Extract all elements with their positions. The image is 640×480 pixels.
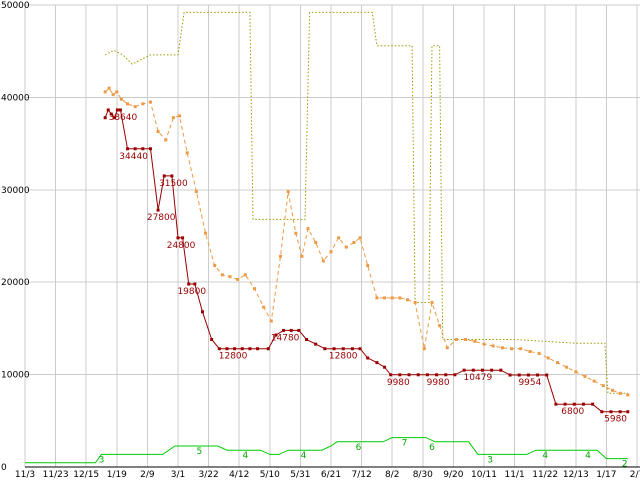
y-tick-label: 0 <box>1 463 7 473</box>
store-count-label: 6 <box>429 443 435 453</box>
price-label: 38640 <box>109 113 138 123</box>
x-tick-label: 11/23 <box>43 470 69 480</box>
price-label: 6800 <box>561 407 584 417</box>
price-label: 24800 <box>167 241 196 251</box>
y-tick-label: 50000 <box>1 1 30 11</box>
x-tick-label: 5/31 <box>290 470 310 480</box>
price-label: 27800 <box>147 213 176 223</box>
x-tick-label: 3/22 <box>198 470 218 480</box>
price-label: 12800 <box>219 352 248 362</box>
x-tick-label: 11/3 <box>15 470 35 480</box>
price-label: 19800 <box>177 287 206 297</box>
price-label: 9980 <box>427 378 450 388</box>
x-tick-label: 5/10 <box>260 470 280 480</box>
x-tick-label: 10/11 <box>471 470 497 480</box>
price-label: 5980 <box>604 415 627 425</box>
store-count-labels: 3 5 4 4 6 7 6 3 4 4 2 <box>99 439 628 470</box>
price-label: 9954 <box>518 378 541 388</box>
x-tick-label: 4/12 <box>229 470 249 480</box>
store-count-label: 3 <box>487 455 493 465</box>
price-label: 34440 <box>119 152 148 162</box>
store-count-label: 6 <box>356 443 362 453</box>
x-tick-label: 11/22 <box>532 470 558 480</box>
price-label: 31500 <box>159 179 188 189</box>
store-count-label: 4 <box>301 451 307 461</box>
store-count-label: 4 <box>242 451 248 461</box>
price-labels: 38640 34440 27800 31500 24800 19800 12800 14780… <box>109 113 628 425</box>
x-tick-label: 1/19 <box>107 470 127 480</box>
y-tick-label: 40000 <box>1 93 30 103</box>
x-tick-label: 12/13 <box>563 470 589 480</box>
x-tick-label: 1/17 <box>596 470 616 480</box>
x-tick-label: 6/21 <box>321 470 341 480</box>
store-count-label: 4 <box>542 451 548 461</box>
x-axis-labels: 11/3 11/23 12/15 1/19 2/9 3/1 3/22 4/12 5/10 5/31… <box>15 470 640 480</box>
x-tick-label: 11/1 <box>504 470 524 480</box>
store-count-label: 2 <box>622 460 628 470</box>
series-average-price <box>103 86 630 397</box>
series-lowest-price <box>103 108 630 414</box>
price-label: 10479 <box>464 373 493 383</box>
x-tick-label: 9/20 <box>443 470 463 480</box>
price-label: 12800 <box>329 352 358 362</box>
store-count-label: 4 <box>585 451 591 461</box>
series-highest-price <box>104 11 628 394</box>
y-tick-label: 20000 <box>1 278 30 288</box>
x-tick-label: 3/1 <box>171 470 185 480</box>
y-tick-label: 10000 <box>1 371 30 381</box>
price-label: 9980 <box>387 378 410 388</box>
x-tick-label: 8/2 <box>385 470 399 480</box>
x-tick-label: 2/9 <box>140 470 155 480</box>
x-tick-label: 12/15 <box>73 470 99 480</box>
series-store-count <box>25 437 628 464</box>
x-tick-label: 7/12 <box>351 470 371 480</box>
store-count-label: 7 <box>402 439 408 449</box>
store-count-label: 3 <box>99 455 105 465</box>
x-tick-label: 2/7 <box>630 470 640 480</box>
gridlines <box>24 4 640 468</box>
store-count-label: 5 <box>197 447 203 457</box>
x-tick-label: 8/30 <box>413 470 433 480</box>
y-tick-label: 30000 <box>1 186 30 196</box>
y-axis-labels: 0 10000 20000 30000 40000 50000 <box>1 1 30 473</box>
price-label: 14780 <box>271 333 300 343</box>
